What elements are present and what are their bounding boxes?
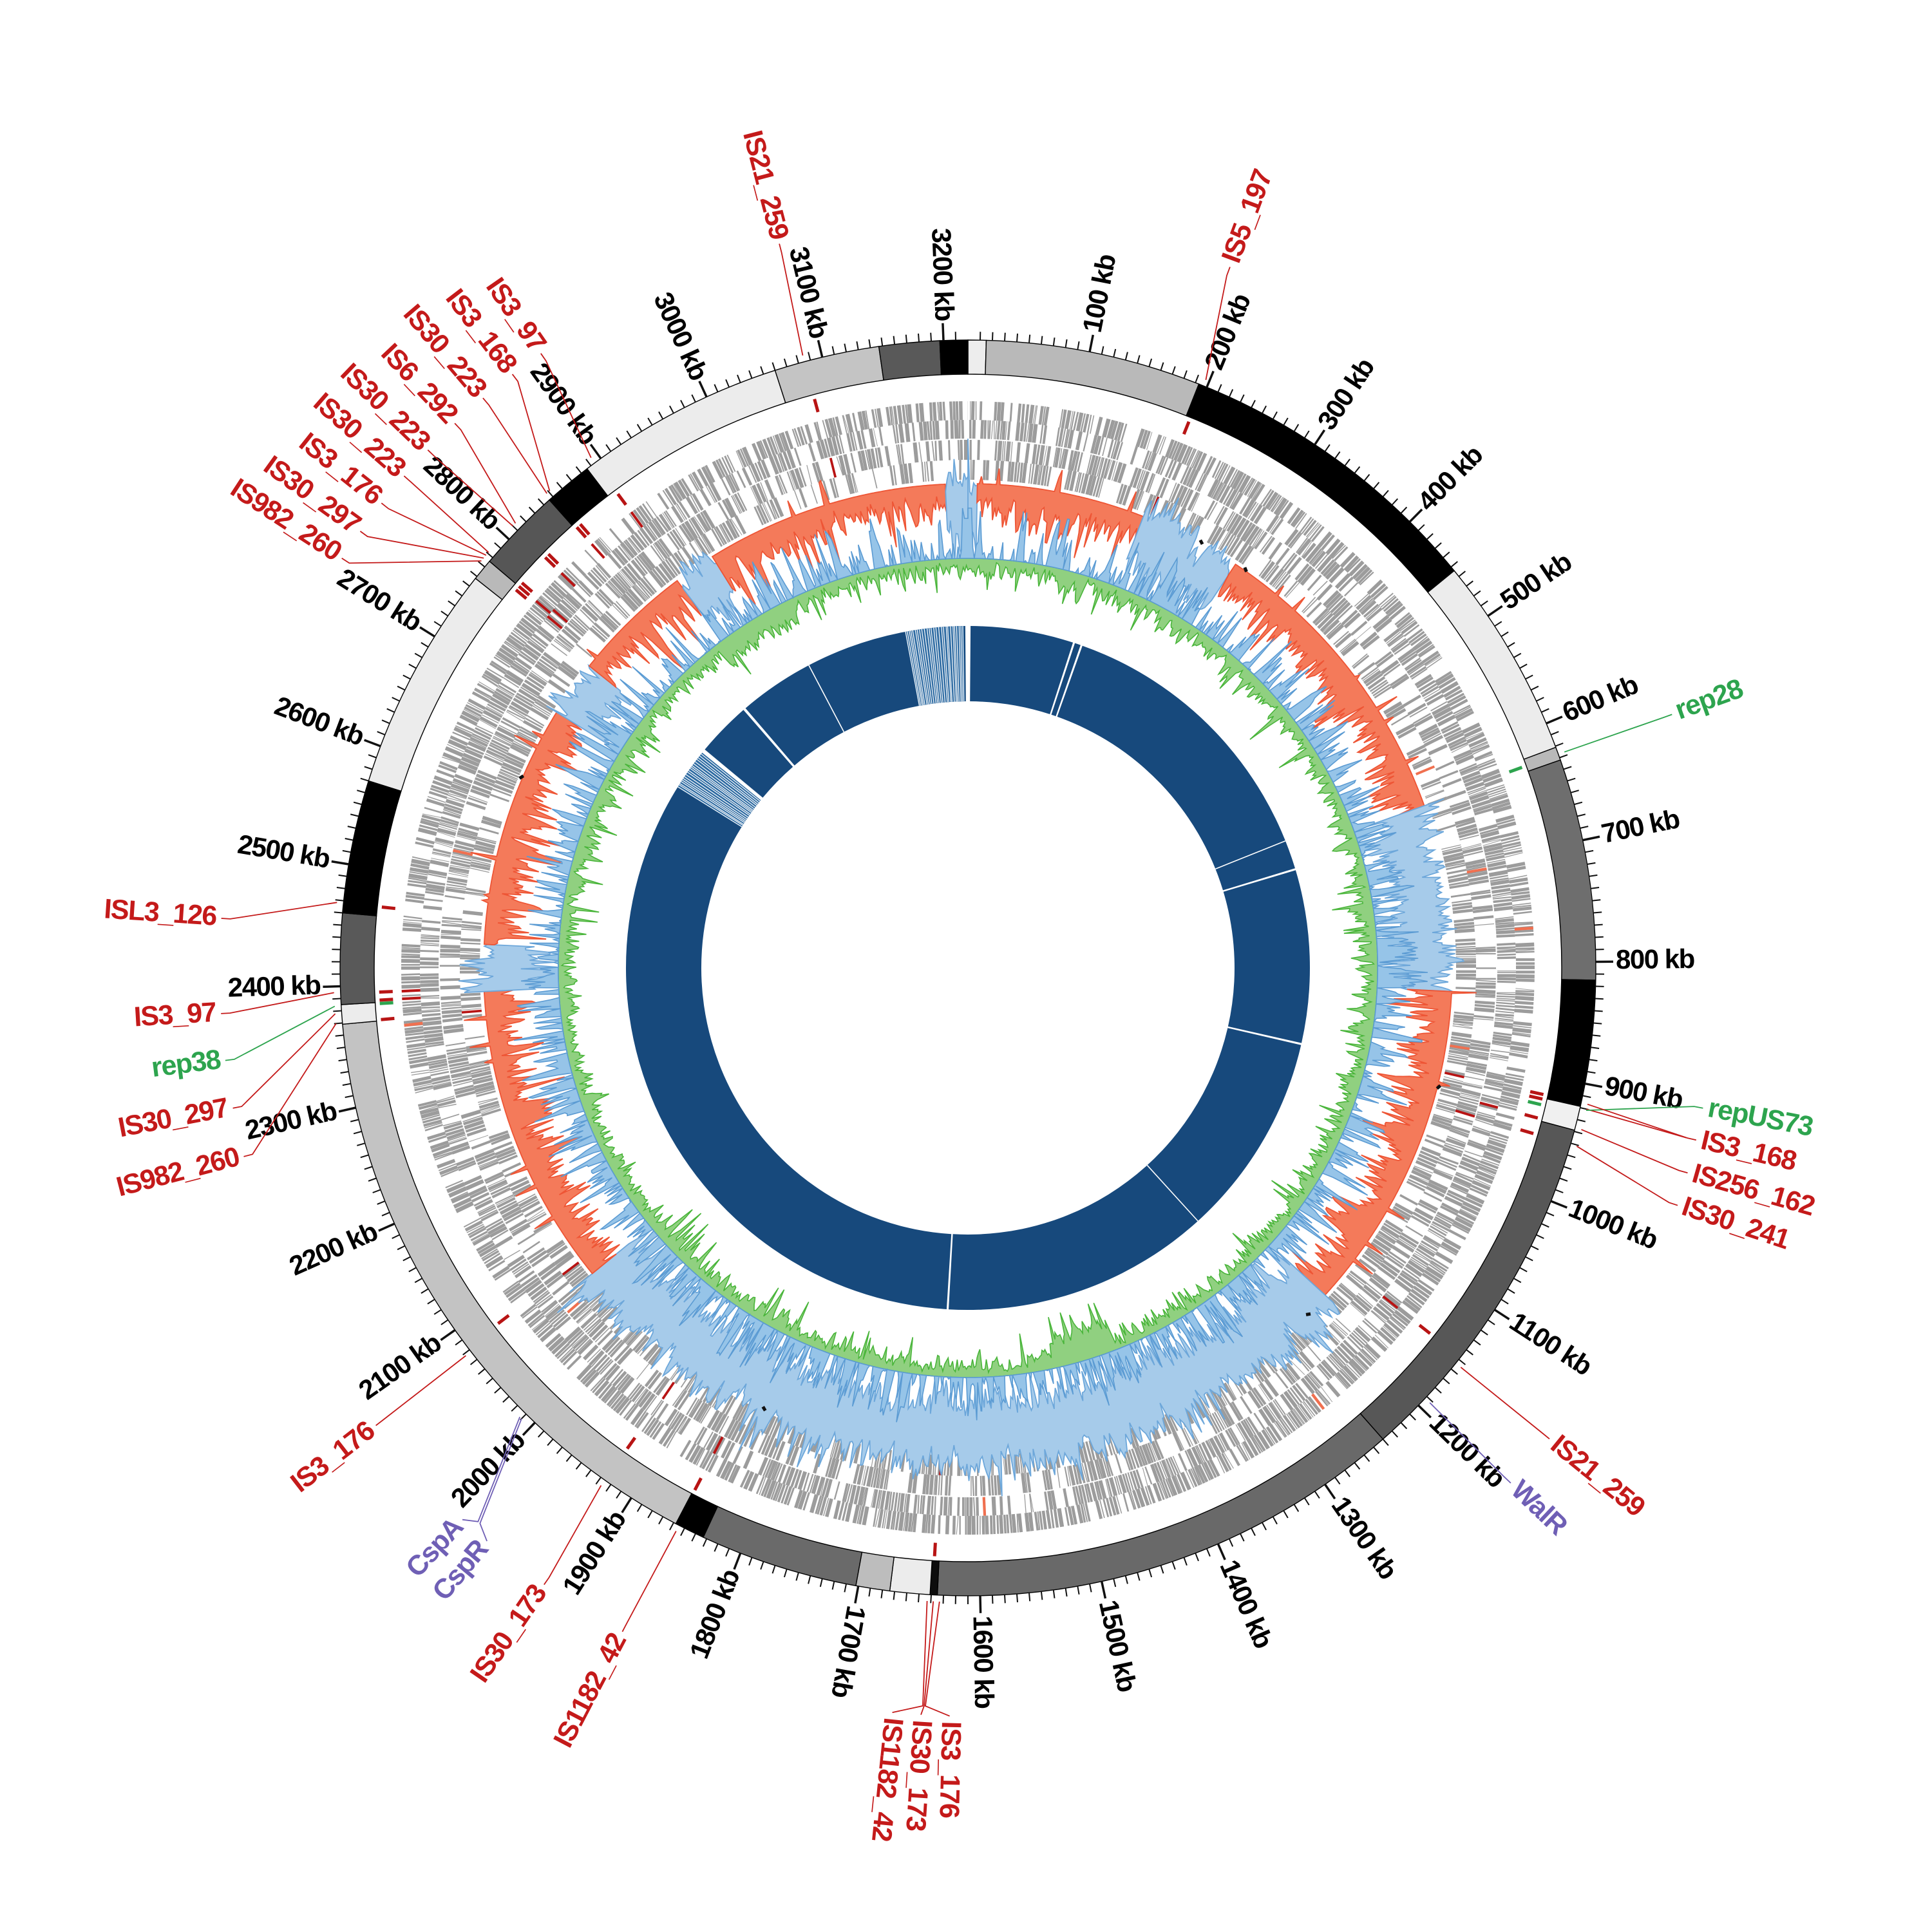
svg-text:IS3_97: IS3_97 bbox=[133, 997, 218, 1033]
svg-text:IS30_173: IS30_173 bbox=[900, 1719, 938, 1832]
svg-text:1600 kb: 1600 kb bbox=[968, 1615, 1000, 1709]
svg-text:IS3_176: IS3_176 bbox=[933, 1721, 967, 1818]
svg-text:800 kb: 800 kb bbox=[1616, 943, 1694, 974]
svg-text:3200 kb: 3200 kb bbox=[926, 227, 960, 321]
svg-text:2400 kb: 2400 kb bbox=[227, 970, 321, 1003]
svg-text:ISL3_126: ISL3_126 bbox=[103, 893, 218, 931]
